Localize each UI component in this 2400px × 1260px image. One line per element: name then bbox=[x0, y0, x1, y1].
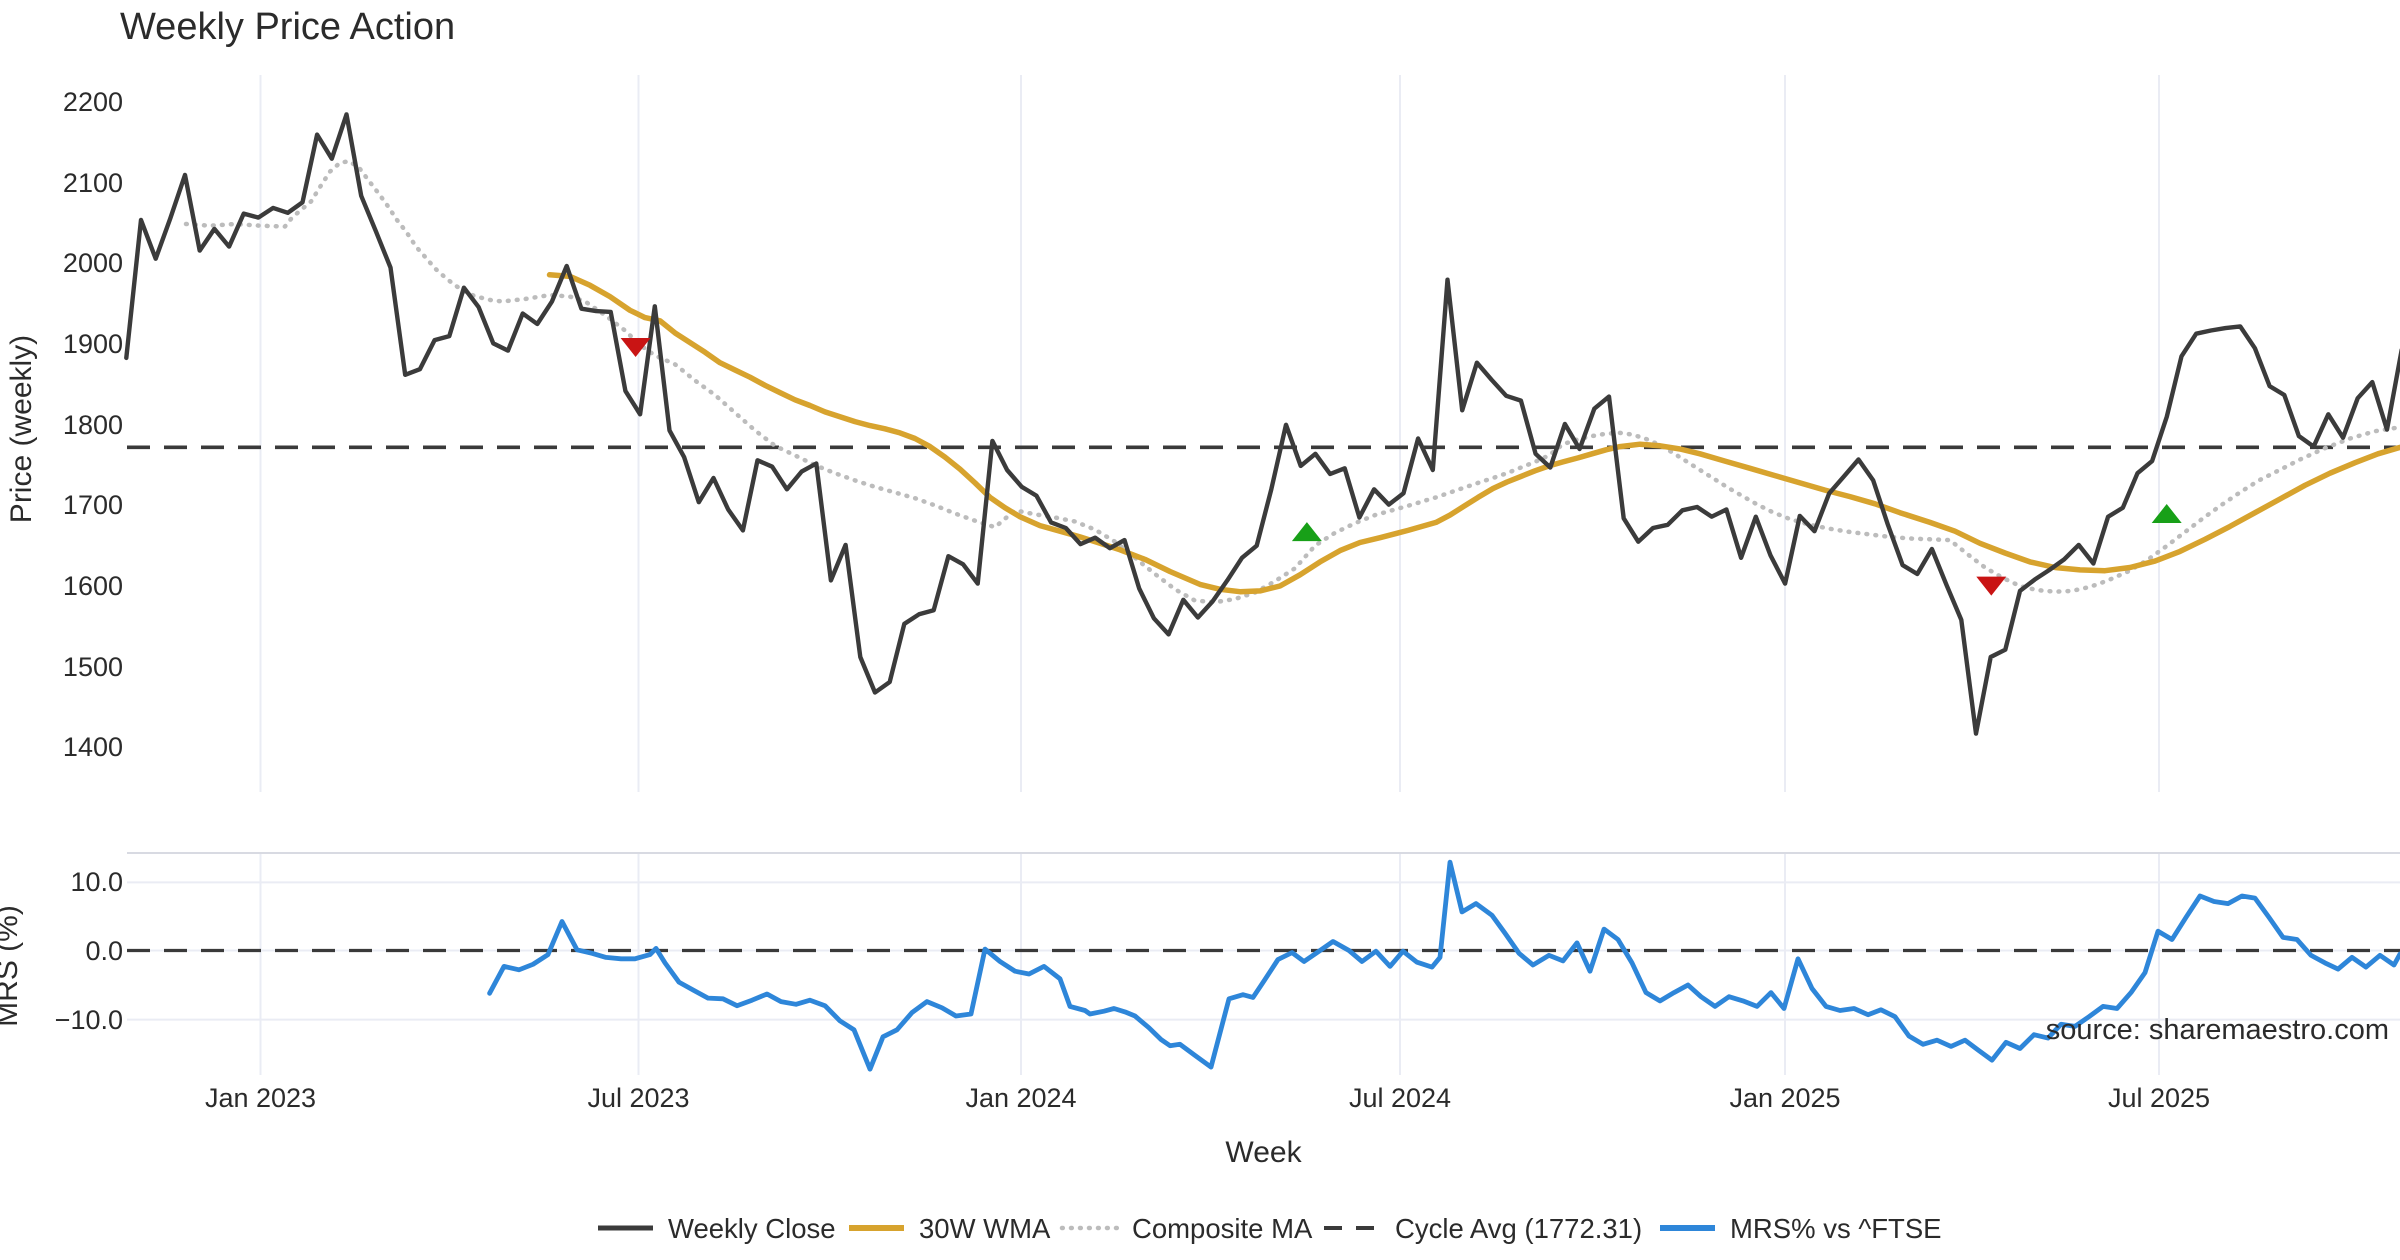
svg-text:1900: 1900 bbox=[63, 329, 123, 359]
svg-text:Jul 2023: Jul 2023 bbox=[587, 1083, 689, 1113]
svg-text:Price (weekly): Price (weekly) bbox=[5, 335, 38, 523]
svg-text:source: sharemaestro.com: source: sharemaestro.com bbox=[2046, 1014, 2389, 1046]
svg-text:1700: 1700 bbox=[63, 490, 123, 520]
svg-text:MRS (%): MRS (%) bbox=[0, 905, 24, 1027]
svg-text:Cycle Avg (1772.31): Cycle Avg (1772.31) bbox=[1395, 1213, 1642, 1244]
svg-text:MRS% vs ^FTSE: MRS% vs ^FTSE bbox=[1730, 1213, 1942, 1244]
svg-text:Weekly Close: Weekly Close bbox=[668, 1213, 836, 1244]
svg-text:Jan 2024: Jan 2024 bbox=[965, 1083, 1076, 1113]
svg-text:−10.0: −10.0 bbox=[55, 1005, 123, 1035]
svg-text:Jul 2024: Jul 2024 bbox=[1349, 1083, 1451, 1113]
svg-text:1500: 1500 bbox=[63, 652, 123, 682]
svg-text:2100: 2100 bbox=[63, 168, 123, 198]
svg-text:Composite MA: Composite MA bbox=[1132, 1213, 1313, 1244]
svg-text:Jan 2023: Jan 2023 bbox=[205, 1083, 316, 1113]
svg-text:Weekly Price Action: Weekly Price Action bbox=[120, 6, 455, 48]
svg-text:1800: 1800 bbox=[63, 410, 123, 440]
svg-text:2200: 2200 bbox=[63, 87, 123, 117]
svg-text:Jan 2025: Jan 2025 bbox=[1729, 1083, 1840, 1113]
svg-text:30W WMA: 30W WMA bbox=[919, 1213, 1051, 1244]
svg-text:Jul 2025: Jul 2025 bbox=[2108, 1083, 2210, 1113]
svg-text:1400: 1400 bbox=[63, 732, 123, 762]
svg-text:2000: 2000 bbox=[63, 248, 123, 278]
svg-text:Week: Week bbox=[1225, 1136, 1302, 1169]
svg-text:0.0: 0.0 bbox=[85, 936, 123, 966]
svg-text:10.0: 10.0 bbox=[70, 867, 123, 897]
svg-text:1600: 1600 bbox=[63, 571, 123, 601]
